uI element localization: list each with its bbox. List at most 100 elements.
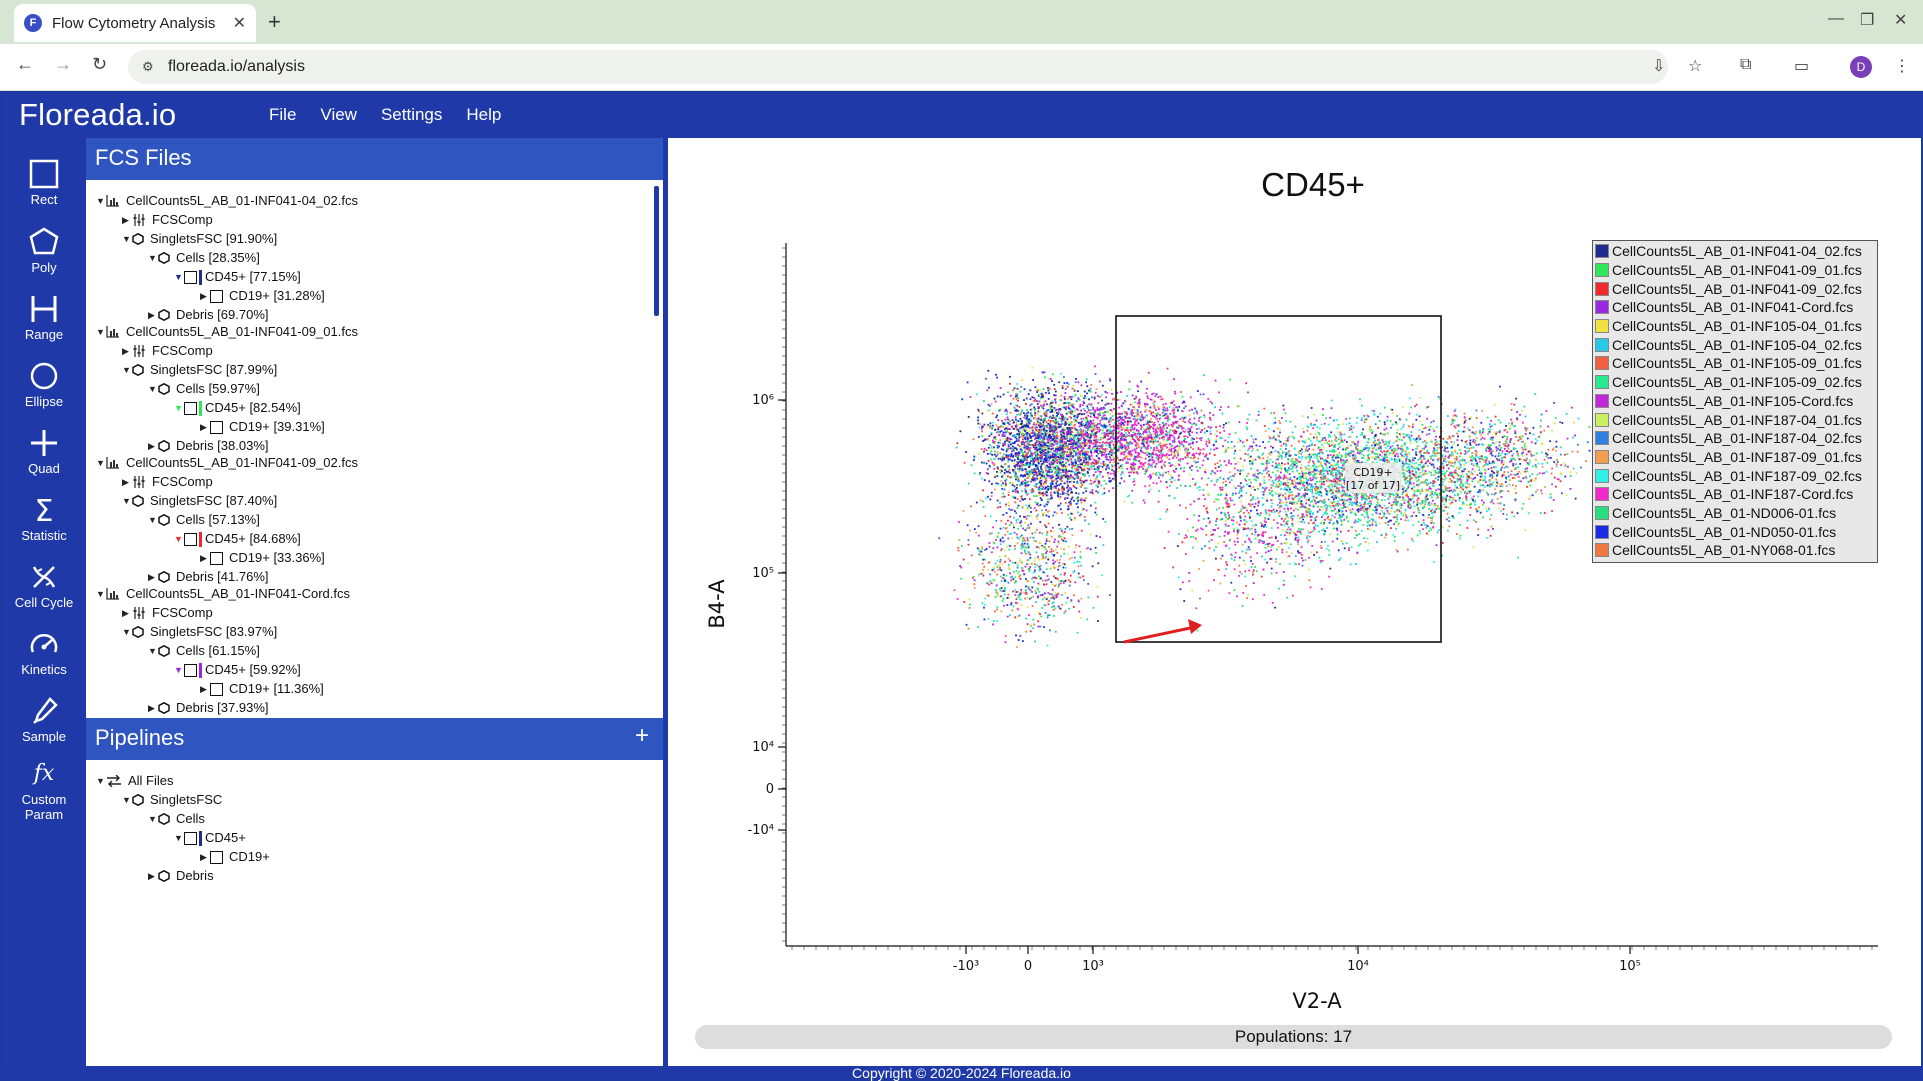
site-info-icon[interactable]: ⚙ [142, 59, 154, 75]
tool-range[interactable]: Range [2, 293, 86, 342]
url-field[interactable]: ⚙ floreada.io/analysis [128, 50, 1668, 84]
forward-icon[interactable]: → [54, 54, 72, 75]
tool-quad[interactable]: Quad [2, 427, 86, 476]
event-dot [1077, 512, 1079, 514]
singlets-gate-2[interactable]: ▼SingletsFSC [87.40%] [122, 492, 277, 510]
event-dot [1189, 467, 1191, 469]
pipeline-debris[interactable]: ▶Debris [148, 867, 214, 885]
singlets-gate-1[interactable]: ▼SingletsFSC [87.99%] [122, 361, 277, 379]
event-dot [1035, 483, 1037, 485]
event-dot [1126, 395, 1128, 397]
browser-tab[interactable]: F Flow Cytometry Analysis ✕ [14, 4, 256, 42]
cd45-gate-3[interactable]: ▼CD45+ [59.92%] [174, 661, 301, 679]
event-dot [1088, 390, 1090, 392]
cd45-gate-0[interactable]: ▼CD45+ [77.15%] [174, 268, 301, 286]
singlets-gate-3[interactable]: ▼SingletsFSC [83.97%] [122, 623, 277, 641]
event-dot [1157, 436, 1159, 438]
event-dot [1009, 524, 1011, 526]
fcs-file-2[interactable]: ▼CellCounts5L_AB_01-INF041-09_02.fcs [96, 454, 358, 472]
pipeline-tree: ▼All Files▼SingletsFSC▼Cells▼CD45+▶CD19+… [86, 760, 651, 1066]
event-dot [1054, 411, 1056, 413]
extensions-icon[interactable]: ⧉ [1740, 56, 1751, 74]
fcs-comp-3[interactable]: ▶FCSComp [122, 604, 213, 622]
event-dot [1058, 585, 1060, 587]
event-dot [1079, 434, 1081, 436]
event-dot [970, 506, 972, 508]
fcs-comp-2[interactable]: ▶FCSComp [122, 473, 213, 491]
browser-menu-icon[interactable]: ⋮ [1894, 56, 1910, 76]
cd19-gate-3[interactable]: ▶CD19+ [11.36%] [200, 680, 324, 698]
close-tab-icon[interactable]: ✕ [233, 13, 246, 33]
event-dot [1149, 485, 1151, 487]
menu-view[interactable]: View [320, 105, 357, 125]
add-pipeline-button[interactable]: + [635, 722, 649, 750]
event-dot [1157, 413, 1159, 415]
cd45-gate-1[interactable]: ▼CD45+ [82.54%] [174, 399, 301, 417]
event-dot [1065, 502, 1067, 504]
event-dot [1143, 500, 1145, 502]
cd45-gate-2[interactable]: ▼CD45+ [84.68%] [174, 530, 301, 548]
pipeline-cells[interactable]: ▼Cells [148, 810, 205, 828]
fcs-comp-0[interactable]: ▶FCSComp [122, 211, 213, 229]
fcs-comp-1[interactable]: ▶FCSComp [122, 342, 213, 360]
tool-sample[interactable]: Sample [2, 695, 86, 744]
cd19-gate-0[interactable]: ▶CD19+ [31.28%] [200, 287, 325, 305]
cd19-gate-2[interactable]: ▶CD19+ [33.36%] [200, 549, 325, 567]
event-dot [1087, 457, 1089, 459]
event-dot [1070, 489, 1072, 491]
tool-kinetics[interactable]: Kinetics [2, 628, 86, 677]
fcs-file-3[interactable]: ▼CellCounts5L_AB_01-INF041-Cord.fcs [96, 585, 350, 603]
event-dot [1117, 447, 1119, 449]
new-tab-button[interactable]: + [268, 9, 281, 35]
tool-cell-cycle[interactable]: Cell Cycle [2, 561, 86, 610]
profile-avatar[interactable]: D [1850, 56, 1872, 78]
menu-help[interactable]: Help [466, 105, 501, 125]
singlets-gate-0[interactable]: ▼SingletsFSC [91.90%] [122, 230, 277, 248]
debris-gate-1[interactable]: ▶Debris [38.03%] [148, 437, 269, 455]
event-dot [1036, 503, 1038, 505]
tool-poly[interactable]: Poly [2, 226, 86, 275]
event-dot [1101, 574, 1103, 576]
debris-gate-3[interactable]: ▶Debris [37.93%] [148, 699, 269, 717]
event-dot [1218, 392, 1220, 394]
pipeline-all-files[interactable]: ▼All Files [96, 772, 174, 790]
event-dot [1143, 417, 1145, 419]
tool-statistic[interactable]: Σ Statistic [2, 494, 86, 543]
event-dot [1053, 444, 1055, 446]
bookmark-star-icon[interactable]: ☆ [1688, 56, 1702, 76]
event-dot [1042, 492, 1044, 494]
fcs-file-1[interactable]: ▼CellCounts5L_AB_01-INF041-09_01.fcs [96, 323, 358, 341]
event-dot [1170, 454, 1172, 456]
fcs-file-0[interactable]: ▼CellCounts5L_AB_01-INF041-04_02.fcs [96, 192, 358, 210]
cd19-gate-1[interactable]: ▶CD19+ [39.31%] [200, 418, 325, 436]
event-dot [1081, 395, 1083, 397]
tool-custom-param[interactable]: fx Custom Param [2, 758, 86, 822]
menu-file[interactable]: File [269, 105, 296, 125]
cells-gate-3[interactable]: ▼Cells [61.15%] [148, 642, 260, 660]
pipeline-cd45[interactable]: ▼CD45+ [174, 829, 246, 847]
reload-icon[interactable]: ↻ [92, 54, 107, 75]
install-app-icon[interactable]: ⇩ [1652, 56, 1665, 76]
debris-gate-2[interactable]: ▶Debris [41.76%] [148, 568, 269, 586]
minimize-icon[interactable]: — [1828, 10, 1844, 28]
cells-gate-0[interactable]: ▼Cells [28.35%] [148, 249, 260, 267]
tool-rect[interactable]: Rect [2, 158, 86, 207]
debris-gate-0[interactable]: ▶Debris [69.70%] [148, 306, 269, 324]
event-dot [977, 420, 979, 422]
back-icon[interactable]: ← [16, 54, 34, 75]
pipeline-cd19[interactable]: ▶CD19+ [200, 848, 270, 866]
close-window-icon[interactable]: ✕ [1894, 10, 1907, 30]
menu-settings[interactable]: Settings [381, 105, 442, 125]
event-dot [1055, 417, 1057, 419]
pipeline-singlets[interactable]: ▼SingletsFSC [122, 791, 222, 809]
cells-gate-1[interactable]: ▼Cells [59.97%] [148, 380, 260, 398]
fcs-scrollbar[interactable] [654, 186, 659, 316]
cast-icon[interactable]: ▭ [1794, 56, 1809, 76]
cells-gate-2[interactable]: ▼Cells [57.13%] [148, 511, 260, 529]
tool-ellipse[interactable]: Ellipse [2, 360, 86, 409]
event-dot [1141, 466, 1143, 468]
restore-icon[interactable]: ❐ [1860, 10, 1874, 30]
event-dot [1006, 411, 1008, 413]
event-dot [1080, 513, 1082, 515]
event-dot [1067, 483, 1069, 485]
